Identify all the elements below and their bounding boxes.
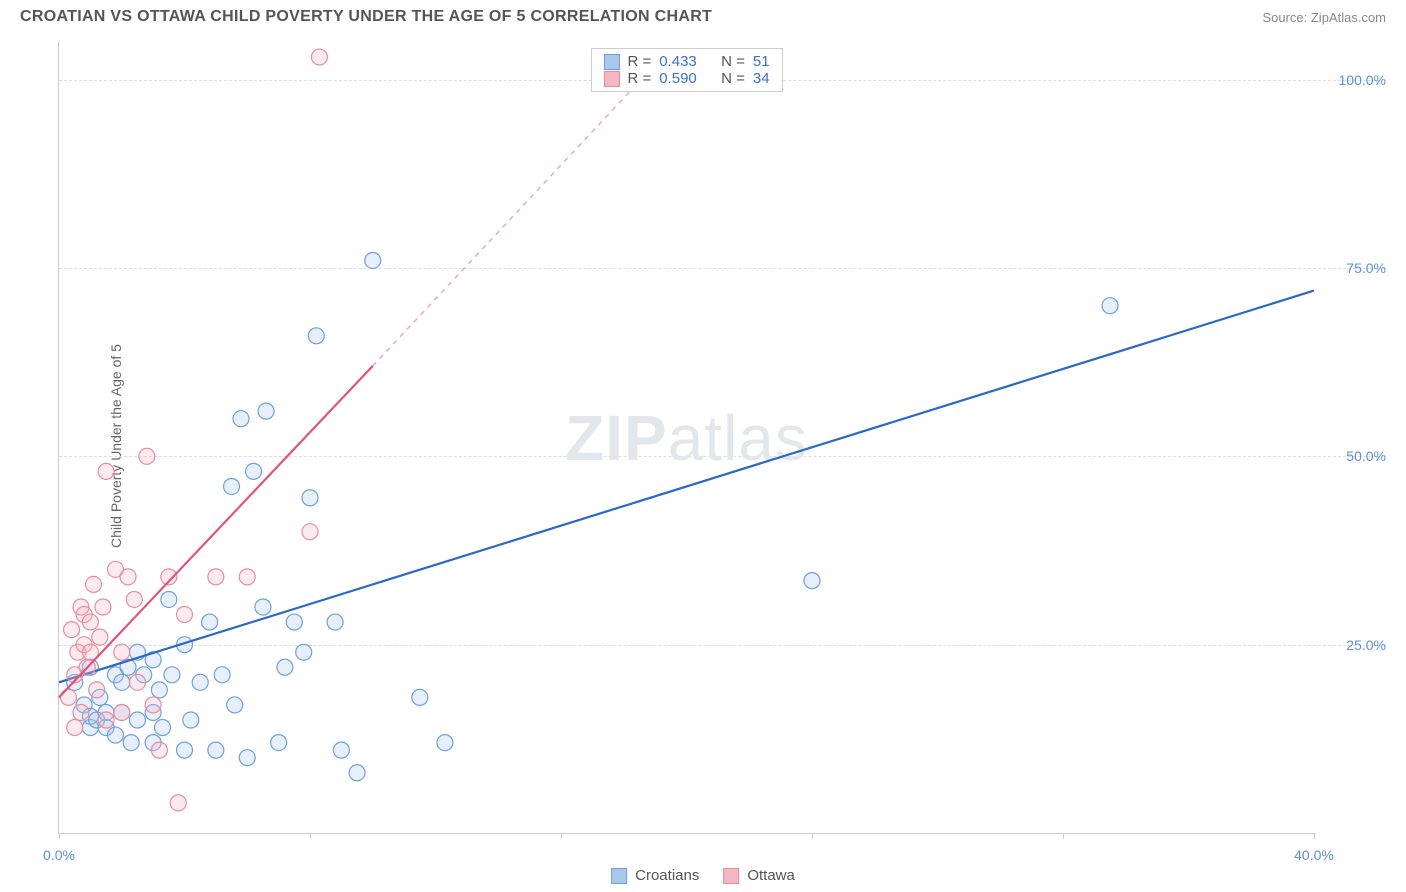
data-point bbox=[82, 614, 98, 630]
data-point bbox=[151, 742, 167, 758]
data-point bbox=[349, 765, 365, 781]
data-point bbox=[114, 644, 130, 660]
x-tick bbox=[59, 833, 60, 839]
stat-n-label: N = bbox=[721, 53, 745, 70]
scatter-plot-svg bbox=[59, 42, 1314, 833]
x-tick bbox=[561, 833, 562, 839]
chart-title: CROATIAN VS OTTAWA CHILD POVERTY UNDER T… bbox=[20, 8, 712, 26]
legend-label: Croatians bbox=[635, 867, 699, 884]
y-tick-label: 25.0% bbox=[1326, 637, 1386, 653]
data-point bbox=[302, 490, 318, 506]
stat-r-label: R = bbox=[627, 53, 651, 70]
data-point bbox=[437, 735, 453, 751]
data-point bbox=[271, 735, 287, 751]
data-point bbox=[365, 252, 381, 268]
stat-n-label: N = bbox=[721, 70, 745, 87]
data-point bbox=[155, 720, 171, 736]
data-point bbox=[161, 591, 177, 607]
data-point bbox=[804, 573, 820, 589]
x-tick bbox=[812, 833, 813, 839]
data-point bbox=[286, 614, 302, 630]
data-point bbox=[177, 742, 193, 758]
trend-line-extrapolated bbox=[373, 65, 655, 366]
data-point bbox=[233, 411, 249, 427]
data-point bbox=[107, 727, 123, 743]
stat-r-label: R = bbox=[627, 70, 651, 87]
y-tick-label: 75.0% bbox=[1326, 260, 1386, 276]
data-point bbox=[255, 599, 271, 615]
data-point bbox=[139, 448, 155, 464]
data-point bbox=[308, 328, 324, 344]
stat-r-value: 0.433 bbox=[659, 53, 697, 70]
data-point bbox=[164, 667, 180, 683]
correlation-stats-box: R = 0.433 N = 51R = 0.590 N = 34 bbox=[590, 48, 782, 92]
data-point bbox=[92, 629, 108, 645]
stats-row: R = 0.590 N = 34 bbox=[603, 70, 769, 87]
data-point bbox=[227, 697, 243, 713]
data-point bbox=[202, 614, 218, 630]
x-tick bbox=[1063, 833, 1064, 839]
legend-swatch bbox=[723, 868, 739, 884]
data-point bbox=[67, 720, 83, 736]
legend-item: Croatians bbox=[611, 867, 699, 884]
legend-swatch bbox=[603, 54, 619, 70]
data-point bbox=[86, 576, 102, 592]
data-point bbox=[239, 750, 255, 766]
source-attribution: Source: ZipAtlas.com bbox=[1262, 10, 1386, 25]
data-point bbox=[239, 569, 255, 585]
data-point bbox=[129, 712, 145, 728]
data-point bbox=[120, 569, 136, 585]
data-point bbox=[98, 712, 114, 728]
data-point bbox=[258, 403, 274, 419]
y-tick-label: 50.0% bbox=[1326, 448, 1386, 464]
data-point bbox=[208, 742, 224, 758]
x-tick-label: 0.0% bbox=[43, 847, 75, 863]
trend-line bbox=[59, 291, 1314, 683]
data-point bbox=[246, 463, 262, 479]
data-point bbox=[177, 607, 193, 623]
data-point bbox=[145, 697, 161, 713]
data-point bbox=[64, 622, 80, 638]
data-point bbox=[214, 667, 230, 683]
data-point bbox=[296, 644, 312, 660]
legend-item: Ottawa bbox=[723, 867, 795, 884]
x-tick-label: 40.0% bbox=[1294, 847, 1334, 863]
data-point bbox=[327, 614, 343, 630]
legend-swatch bbox=[603, 71, 619, 87]
data-point bbox=[73, 704, 89, 720]
stat-n-value: 34 bbox=[753, 70, 770, 87]
data-point bbox=[277, 659, 293, 675]
y-tick-label: 100.0% bbox=[1326, 72, 1386, 88]
data-point bbox=[123, 735, 139, 751]
data-point bbox=[129, 674, 145, 690]
stat-n-value: 51 bbox=[753, 53, 770, 70]
data-point bbox=[170, 795, 186, 811]
data-point bbox=[311, 49, 327, 65]
data-point bbox=[98, 463, 114, 479]
x-tick bbox=[310, 833, 311, 839]
x-tick bbox=[1314, 833, 1315, 839]
legend-swatch bbox=[611, 868, 627, 884]
trend-line bbox=[59, 366, 373, 697]
legend: Croatians Ottawa bbox=[611, 867, 795, 884]
chart-plot-area: ZIPatlas R = 0.433 N = 51R = 0.590 N = 3… bbox=[58, 42, 1314, 834]
data-point bbox=[192, 674, 208, 690]
data-point bbox=[333, 742, 349, 758]
data-point bbox=[114, 704, 130, 720]
data-point bbox=[183, 712, 199, 728]
data-point bbox=[1102, 298, 1118, 314]
data-point bbox=[208, 569, 224, 585]
data-point bbox=[302, 524, 318, 540]
stats-row: R = 0.433 N = 51 bbox=[603, 53, 769, 70]
data-point bbox=[224, 478, 240, 494]
stat-r-value: 0.590 bbox=[659, 70, 697, 87]
data-point bbox=[89, 682, 105, 698]
data-point bbox=[412, 689, 428, 705]
data-point bbox=[95, 599, 111, 615]
data-point bbox=[114, 674, 130, 690]
data-point bbox=[126, 591, 142, 607]
legend-label: Ottawa bbox=[747, 867, 795, 884]
data-point bbox=[151, 682, 167, 698]
